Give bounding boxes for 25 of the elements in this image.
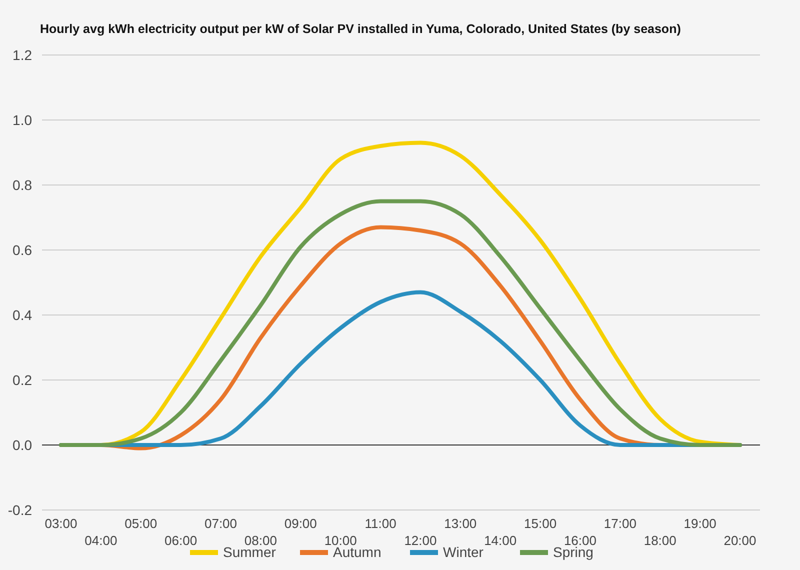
- y-tick-label: 0.0: [12, 437, 32, 453]
- y-tick-label: 0.8: [12, 177, 32, 193]
- x-tick-label: 19:00: [684, 516, 716, 531]
- legend-label: Winter: [443, 544, 484, 560]
- x-tick-label: 12:00: [404, 533, 437, 548]
- y-tick-label: 1.0: [12, 112, 32, 128]
- x-tick-label: 04:00: [84, 533, 118, 548]
- x-tick-label: 13:00: [444, 516, 477, 531]
- x-tick-label: 18:00: [644, 533, 676, 548]
- y-tick-label: 0.4: [12, 307, 32, 323]
- y-tick-label: 0.6: [12, 242, 32, 258]
- chart-title: Hourly avg kWh electricity output per kW of Solar PV installed in Yuma, Colorado, United States (by season): [40, 22, 681, 36]
- x-tick-label: 20:00: [724, 533, 756, 548]
- x-tick-label: 09:00: [284, 516, 317, 531]
- x-tick-label: 03:00: [44, 516, 78, 531]
- y-tick-label: 0.2: [12, 372, 32, 388]
- x-tick-label: 14:00: [484, 533, 517, 548]
- y-tick-label: 1.2: [12, 47, 32, 63]
- x-tick-label: 15:00: [524, 516, 557, 531]
- x-tick-label: 06:00: [164, 533, 198, 548]
- y-tick-label: -0.2: [8, 502, 32, 518]
- x-tick-label: 07:00: [204, 516, 238, 531]
- x-tick-label: 11:00: [364, 516, 396, 531]
- x-tick-label: 17:00: [604, 516, 636, 531]
- x-tick-label: 05:00: [124, 516, 158, 531]
